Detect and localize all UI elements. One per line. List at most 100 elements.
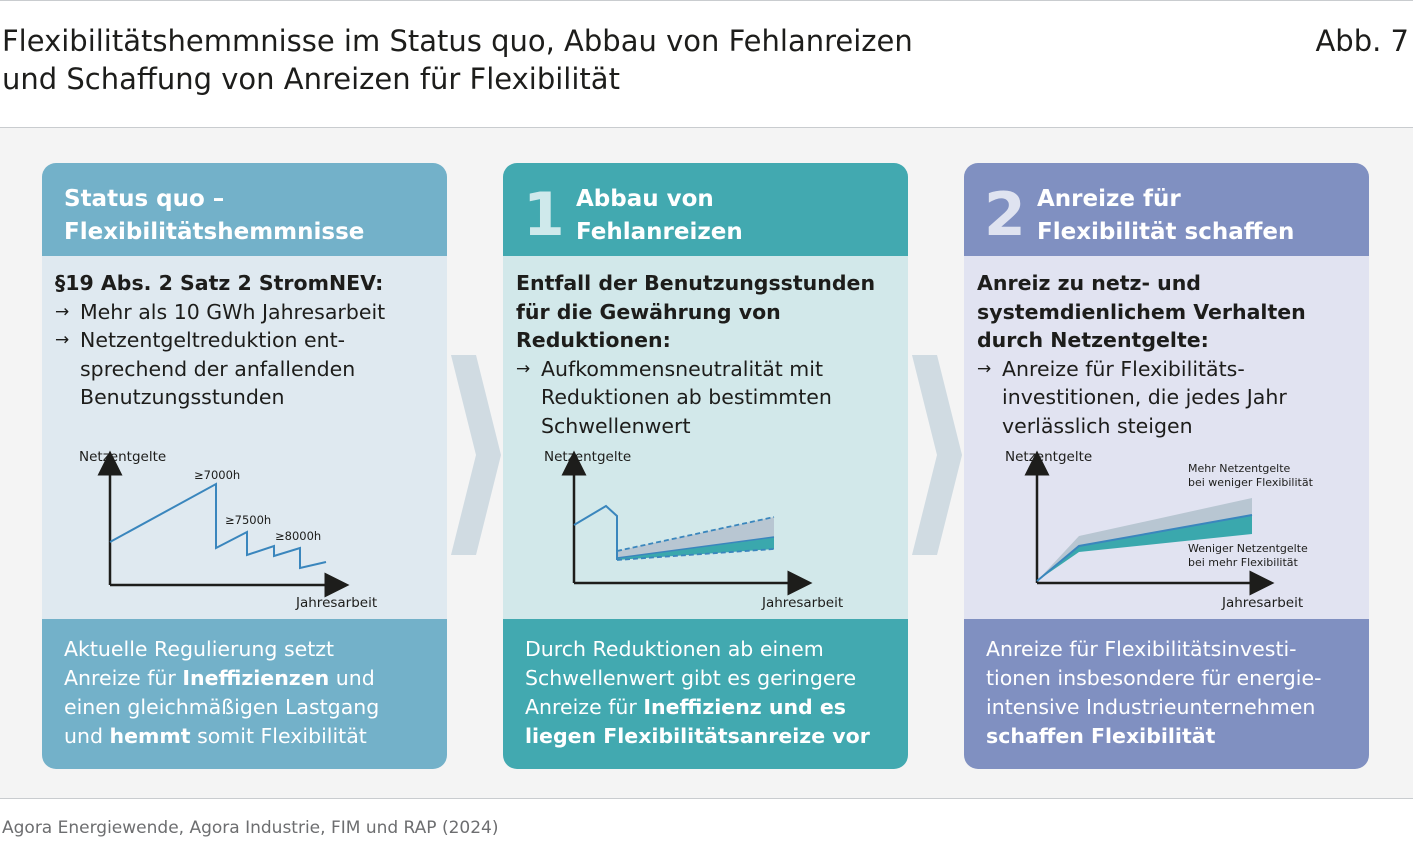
chevron-right-icon [912,355,962,555]
bullet-text: Netzentgeltreduktion ent- [80,328,346,352]
column-title-line-2: Flexibilität schaffen [1037,219,1295,245]
threshold-label: ≥7500h [225,513,271,527]
chevron-right-icon [451,355,501,555]
footer-emphasis: Ineffizienzen [182,666,330,690]
column-number: 1 [523,180,565,250]
column-heading: §19 Abs. 2 Satz 2 StromNEV: [55,271,384,295]
column-status-quo: Status quo – Flexibilitätshemmnisse §19 … [42,163,447,769]
column-number: 2 [984,180,1026,250]
footer-line: Aktuelle Regulierung setzt [64,637,335,661]
threshold-label: ≥7000h [194,468,240,482]
column-abbau-fehlanreize: 1 Abbau von Fehlanreizen Entfall der Ben… [503,163,908,769]
upper-band [617,517,774,558]
figure-title-line-1: Flexibilitätshemmnisse im Status quo, Ab… [2,24,913,58]
footer-emphasis: hemmt [109,724,191,748]
x-axis-label: Jahresarbeit [761,595,843,611]
column-title-line-1: Anreize für [1037,186,1181,212]
bullet-item: → Netzentgeltreduktion ent- sprechend de… [55,326,440,412]
top-rule [0,0,1413,1]
lower-note: Weniger Netzentgelte [1188,542,1308,555]
footer-text-part: Anreize für [64,666,183,690]
bullet-item: → Anreize für Flexibilitäts- investition… [977,355,1362,441]
bullet-text: Benutzungsstunden [80,385,285,409]
column-header: 1 Abbau von Fehlanreizen [503,163,908,256]
bullet-text: Reduktionen ab bestimmten [541,385,832,409]
column-header: 2 Anreize für Flexibilität schaffen [964,163,1369,256]
x-axis-label: Jahresarbeit [1221,595,1303,611]
column-title-line-2: Flexibilitätshemmnisse [64,219,365,245]
footer-line: schaffen Flexibilität [986,722,1366,751]
bullet-text: Anreize für Flexibilitäts- [1002,356,1245,381]
column-body: Entfall der Benutzungsstunden für die Ge… [503,256,908,619]
column-title: Status quo – Flexibilitätshemmnisse [64,183,364,249]
footer-line: intensive Industrieunternehmen [986,695,1316,719]
bullet-text: investitionen, die jedes Jahr [1002,385,1287,409]
column-title-line-1: Status quo – [64,186,225,212]
footer-line: Durch Reduktionen ab einem [525,637,824,661]
arrow-right-icon: → [55,330,70,350]
tariff-line [573,504,618,560]
lower-band [1037,515,1252,581]
x-axis-label: Jahresarbeit [295,595,377,611]
chart-abbau-fehlanreize: Netzentgelte Jahresarbeit [544,449,843,611]
arrow-right-icon: → [55,301,70,322]
upper-note: bei weniger Flexibilität [1188,476,1314,489]
figure-label: Abb. 7 [1315,24,1409,58]
footer-text-part: und [329,666,375,690]
column-text: Entfall der Benutzungsstunden für die Ge… [516,269,901,440]
bullet-item: → Mehr als 10 GWh Jahresarbeit [55,298,440,327]
footer-line: und hemmt somit Flexibilität [64,722,444,751]
column-footer: Durch Reduktionen ab einem Schwellenwert… [503,619,908,769]
column-heading: Anreiz zu netz- und [977,271,1201,295]
bullet-text: verlässlich steigen [1002,413,1193,438]
lower-dashed-line [616,548,775,561]
column-heading: Reduktionen: [516,328,671,352]
column-title-line-1: Abbau von [576,186,714,212]
footer-text: Durch Reduktionen ab einem Schwellenwert… [525,635,905,751]
arrow-right-icon: → [516,358,531,379]
upper-dashed-line [616,516,775,552]
column-title-line-2: Fehlanreizen [576,219,743,245]
chart-anreize-flexibilitaet: Netzentgelte Jahresarbeit Mehr Netzentge… [1005,449,1314,611]
upper-note: Mehr Netzentgelte [1188,462,1291,475]
y-axis-label: Netzentgelte [544,449,631,465]
figure-title-line-2: und Schaffung von Anreizen für Flexibili… [2,62,620,96]
lower-note: bei mehr Flexibilität [1188,556,1299,569]
column-text: §19 Abs. 2 Satz 2 StromNEV: → Mehr als 1… [55,269,440,412]
column-heading: für die Gewährung von [516,299,781,324]
footer-text: Anreize für Flexibilitätsinvesti- tionen… [986,635,1366,751]
column-heading: Entfall der Benutzungsstunden [516,271,876,295]
y-axis-label: Netzentgelte [79,449,166,465]
bullet-text: Aufkommensneutralität mit [541,356,824,381]
footer-text: Aktuelle Regulierung setzt Anreize für I… [64,635,444,751]
footer-line: Anreize für Flexibilitätsinvesti- [986,637,1297,661]
footer-emphasis: Ineffizienz und es [643,695,846,719]
bullet-item: → Aufkommensneutralität mit Reduktionen … [516,355,901,441]
column-header: Status quo – Flexibilitätshemmnisse [42,163,447,256]
footer-text-part: Anreize für [525,695,644,719]
column-text: Anreiz zu netz- und systemdienlichem Ver… [977,269,1362,440]
chart-status-quo: Netzentgelte Jahresarbeit ≥7000h ≥7500h … [79,449,377,611]
footer-line: einen gleichmäßigen Lastgang [64,695,380,719]
figure-title: Flexibilitätshemmnisse im Status quo, Ab… [2,22,1002,98]
tariff-line [109,482,327,570]
footer-emphasis: schaffen Flexibilität [986,724,1216,748]
column-title: Abbau von Fehlanreizen [576,183,743,249]
bullet-text: sprechend der anfallenden [80,356,356,381]
footer-line: Schwellenwert gibt es geringere [525,666,857,690]
column-title: Anreize für Flexibilität schaffen [1037,183,1294,249]
column-anreize-flexibilitaet: 2 Anreize für Flexibilität schaffen Anre… [964,163,1369,769]
middle-line [616,536,775,559]
column-heading: systemdienlichem Verhalten [977,299,1306,324]
bullet-text: Mehr als 10 GWh Jahresarbeit [80,299,386,324]
source-note: Agora Energiewende, Agora Industrie, FIM… [2,818,499,838]
column-footer: Anreize für Flexibilitätsinvesti- tionen… [964,619,1369,769]
y-axis-label: Netzentgelte [1005,449,1092,465]
footer-line: tionen insbesondere für energie- [986,666,1322,690]
threshold-label: ≥8000h [275,529,321,543]
footer-line: Anreize für Ineffizienzen und [64,664,444,693]
footer-emphasis: liegen Flexibilitätsanreize vor [525,724,870,748]
column-body: Anreiz zu netz- und systemdienlichem Ver… [964,256,1369,619]
footer-line: liegen Flexibilitätsanreize vor [525,722,905,751]
source-divider [0,798,1413,799]
